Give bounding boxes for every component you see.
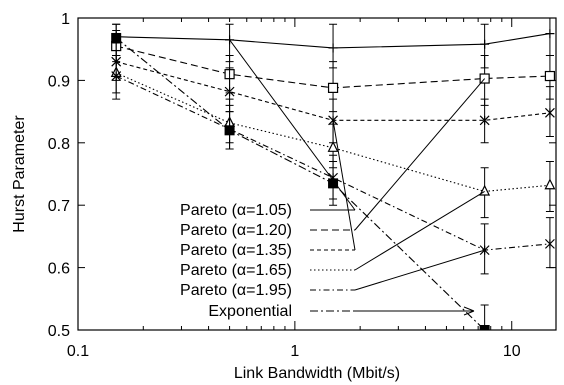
legend-label: Exponential bbox=[208, 303, 292, 320]
legend-label: Pareto (α=1.05) bbox=[180, 202, 292, 219]
legend-label: Pareto (α=1.95) bbox=[180, 282, 292, 299]
error-bar bbox=[480, 304, 489, 330]
legend-pointer bbox=[332, 120, 356, 251]
series-line bbox=[115, 37, 486, 330]
plus-marker bbox=[480, 39, 490, 49]
x-tick-label: 1 bbox=[290, 343, 299, 360]
filled-square-marker bbox=[328, 178, 339, 189]
filled-square-marker bbox=[224, 125, 235, 136]
legend-arrowhead bbox=[463, 306, 475, 316]
open-square-marker bbox=[327, 82, 339, 93]
legend-pointer bbox=[354, 78, 486, 231]
plus-marker bbox=[545, 29, 555, 39]
x-tick-label: 0.1 bbox=[67, 343, 89, 360]
asterisk-marker bbox=[479, 115, 490, 126]
legend-pointer bbox=[354, 191, 485, 271]
plot-body bbox=[110, 18, 556, 330]
legend-pointer bbox=[354, 249, 485, 291]
legend-label: Pareto (α=1.65) bbox=[180, 262, 292, 279]
axes: 0.5 0.6 0.7 0.8 0.9 1 0.1 1 10 bbox=[48, 11, 556, 360]
plus-marker bbox=[328, 43, 338, 53]
y-tick-label: 0.8 bbox=[48, 136, 70, 153]
series-1 bbox=[111, 18, 555, 69]
asterisk-marker bbox=[111, 71, 122, 81]
y-tick-label: 1 bbox=[61, 11, 70, 28]
filled-square-marker bbox=[111, 32, 122, 43]
asterisk-marker bbox=[544, 238, 555, 249]
open-triangle-marker bbox=[327, 140, 339, 152]
asterisk-marker bbox=[224, 86, 235, 97]
y-tick-label: 0.5 bbox=[48, 323, 70, 340]
filled-square-marker bbox=[479, 325, 490, 330]
legend-label: Pareto (α=1.20) bbox=[180, 222, 292, 239]
open-triangle-marker bbox=[544, 178, 556, 190]
x-tick-label: 10 bbox=[503, 343, 521, 360]
plot-frame bbox=[77, 17, 557, 331]
plus-marker bbox=[225, 35, 235, 45]
series-6 bbox=[111, 23, 490, 330]
x-axis-title: Link Bandwidth (Mbit/s) bbox=[234, 365, 400, 382]
open-square-marker bbox=[544, 70, 556, 82]
legend-pointer bbox=[229, 39, 356, 211]
y-axis-title: Hurst Parameter bbox=[11, 115, 28, 233]
y-tick-label: 0.7 bbox=[48, 198, 70, 215]
legend-label: Pareto (α=1.35) bbox=[180, 242, 292, 259]
y-tick-label: 0.6 bbox=[48, 261, 70, 278]
legend: Pareto (α=1.05) Pareto (α=1.20) Pareto (α=… bbox=[180, 39, 486, 320]
asterisk-marker bbox=[544, 107, 555, 118]
y-tick-label: 0.9 bbox=[48, 73, 70, 90]
